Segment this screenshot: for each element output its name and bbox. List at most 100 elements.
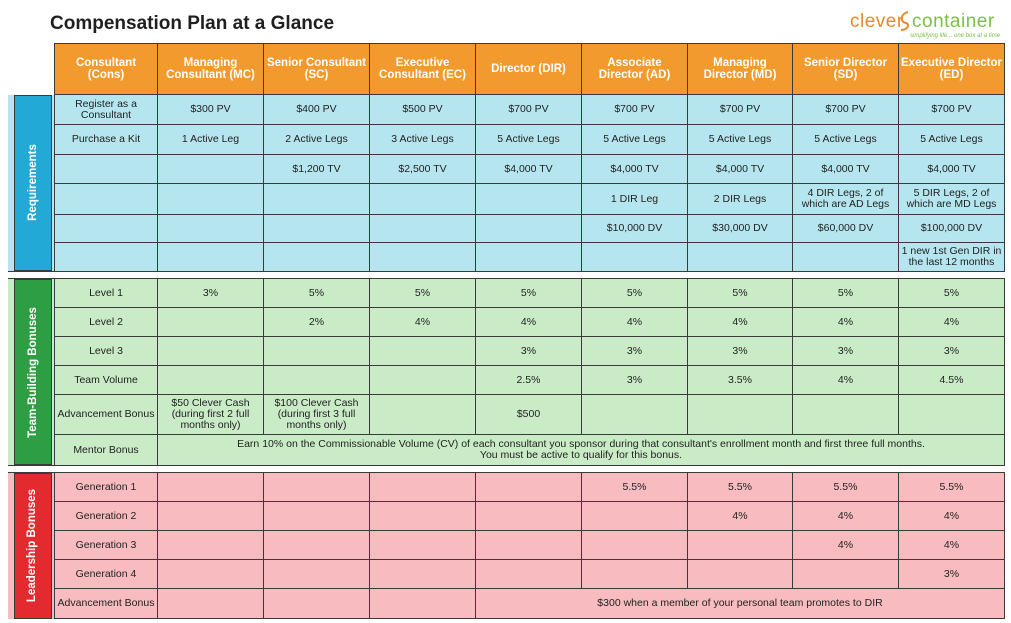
table-cell: [157, 530, 264, 560]
table-cell: 1 Active Leg: [157, 124, 264, 155]
table-cell: 1 new 1st Gen DIR in the last 12 months: [898, 242, 1005, 272]
table-cell: [475, 183, 582, 215]
table-cell: [369, 183, 476, 215]
table-cell: [475, 559, 582, 589]
row-label: [54, 242, 158, 272]
table-cell: 4%: [687, 307, 793, 337]
mentor-bonus-text: Earn 10% on the Commissionable Volume (C…: [157, 434, 1005, 466]
table-cell: 3%: [792, 336, 899, 366]
table-cell: [369, 242, 476, 272]
column-header: Senior Consultant (SC): [263, 43, 370, 95]
table-cell: [157, 336, 264, 366]
table-cell: $4,000 TV: [792, 154, 899, 184]
row-label: [54, 214, 158, 243]
table-cell: [475, 530, 582, 560]
table-row: Team Volume 2.5% 3% 3.5% 4% 4.5%: [8, 365, 1005, 395]
section-divider: [8, 465, 1005, 473]
table-cell: 4%: [475, 307, 582, 337]
header-corner: [8, 43, 55, 95]
table-row: Generation 3 4% 4%: [8, 530, 1005, 560]
mentor-bonus-row: Mentor Bonus Earn 10% on the Commissionab…: [8, 434, 1005, 466]
table-cell: 5 Active Legs: [898, 124, 1005, 155]
table-row: Generation 4 3%: [8, 559, 1005, 589]
column-header: Managing Director (MD): [687, 43, 793, 95]
table-cell: [369, 472, 476, 502]
table-cell: 3%: [581, 336, 688, 366]
row-label: Mentor Bonus: [54, 434, 158, 466]
table-cell: 5 Active Legs: [792, 124, 899, 155]
table-row: Level 2 2% 4% 4% 4% 4% 4% 4%: [8, 307, 1005, 337]
table-cell: 4 DIR Legs, 2 of which are AD Legs: [792, 183, 899, 215]
logo-swirl-icon: [900, 11, 910, 31]
table-row: $1,200 TV $2,500 TV $4,000 TV $4,000 TV $4,0…: [8, 154, 1005, 184]
table-cell: 3%: [475, 336, 582, 366]
table-cell: 5%: [792, 278, 899, 308]
table-cell: [369, 336, 476, 366]
table-cell: 4%: [369, 307, 476, 337]
table-cell: 5.5%: [792, 472, 899, 502]
table-cell: 5 Active Legs: [687, 124, 793, 155]
table-cell: $500 PV: [369, 94, 476, 125]
table-cell: $1,200 TV: [263, 154, 370, 184]
row-label: Advancement Bonus: [54, 394, 158, 435]
section-gap: [8, 271, 1005, 279]
table-cell: [263, 214, 370, 243]
row-label: Level 3: [54, 336, 158, 366]
table-cell: [263, 336, 370, 366]
table-cell: 5%: [898, 278, 1005, 308]
table-cell: 3 Active Legs: [369, 124, 476, 155]
table-row: Purchase a Kit 1 Active Leg 2 Active Legs 3…: [8, 124, 1005, 155]
table-row: Leadership Bonuses Generation 1 5.5% 5.5% 5.…: [8, 472, 1005, 619]
clever-container-logo: clever container simplifying life... one…: [846, 6, 1006, 44]
page-title: Compensation Plan at a Glance: [50, 13, 335, 34]
table-cell: [157, 214, 264, 243]
table-cell: $700 PV: [792, 94, 899, 125]
table-cell: [157, 242, 264, 272]
section-label-box: Requirements: [14, 94, 52, 271]
table-cell: [369, 501, 476, 531]
column-header: Consultant (Cons): [54, 43, 158, 95]
team-building-section-label: Team-Building Bonuses: [8, 278, 55, 466]
table-cell: [157, 501, 264, 531]
table-cell: $10,000 DV: [581, 214, 688, 243]
table-cell: [792, 242, 899, 272]
table-cell: $400 PV: [263, 94, 370, 125]
table-cell: [792, 559, 899, 589]
mentor-line-1: Earn 10% on the Commissionable Volume (C…: [237, 438, 925, 450]
table-cell: 3%: [898, 336, 1005, 366]
table-cell: [263, 501, 370, 531]
table-cell: 4%: [792, 530, 899, 560]
table-cell: 5.5%: [581, 472, 688, 502]
table-cell: [157, 183, 264, 215]
table-cell: 2.5%: [475, 365, 582, 395]
table-cell: [263, 530, 370, 560]
row-label: Generation 1: [54, 472, 158, 502]
table-cell: 3%: [898, 559, 1005, 589]
table-cell: [581, 530, 688, 560]
table-cell: [157, 472, 264, 502]
leadership-advancement-row: Advancement Bonus $300 when a member of y…: [8, 588, 1005, 619]
table-cell: [475, 214, 582, 243]
table-cell: [792, 394, 899, 435]
table-cell: $700 PV: [475, 94, 582, 125]
table-cell: 4.5%: [898, 365, 1005, 395]
requirements-section-label: Requirements: [8, 94, 55, 272]
column-header: Executive Consultant (EC): [369, 43, 476, 95]
table-cell: [157, 559, 264, 589]
table-cell: [475, 472, 582, 502]
table-row: Team-Building Bonuses Level 1 3% 5% 5% 5% 5% 5%…: [8, 278, 1005, 466]
table-cell: 4%: [792, 307, 899, 337]
column-header: Director (DIR): [475, 43, 582, 95]
advancement-bonus-text: $300 when a member of your personal team…: [475, 588, 1005, 619]
table-cell: 4%: [792, 501, 899, 531]
table-cell: [687, 559, 793, 589]
table-cell: 3%: [687, 336, 793, 366]
section-label-box: Team-Building Bonuses: [14, 279, 52, 465]
table-cell: 4%: [898, 307, 1005, 337]
table-cell: $4,000 TV: [581, 154, 688, 184]
table-cell: [157, 307, 264, 337]
column-header: Associate Director (AD): [581, 43, 688, 95]
table-cell: 5 Active Legs: [475, 124, 582, 155]
table-cell: 2%: [263, 307, 370, 337]
table-cell: 3.5%: [687, 365, 793, 395]
